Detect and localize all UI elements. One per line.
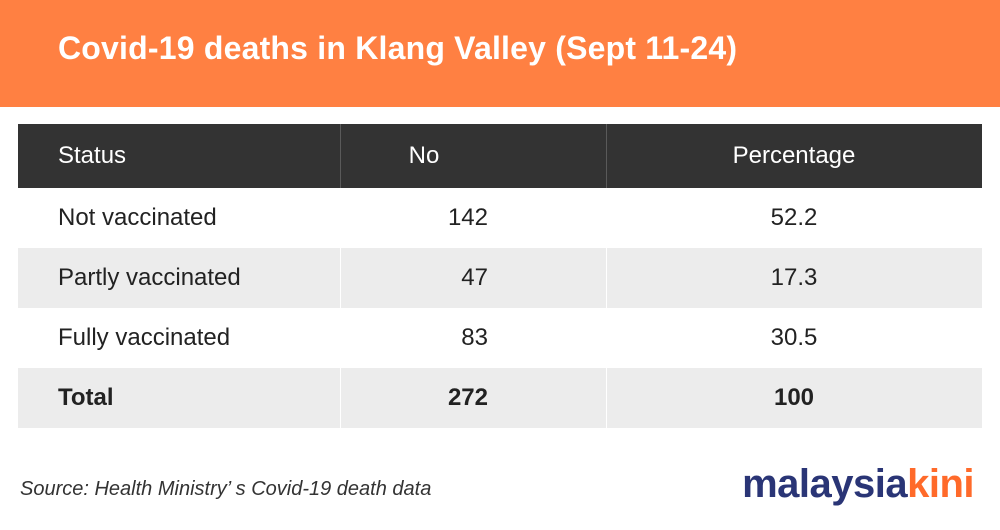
table-row: Not vaccinated 142 52.2 (18, 188, 982, 248)
status-cell: Not vaccinated (58, 204, 217, 231)
title-banner: Covid-19 deaths in Klang Valley (Sept 11… (0, 0, 1000, 107)
data-table: Status No Percentage Not vaccinated 142 … (18, 124, 982, 428)
column-divider (340, 368, 341, 428)
column-divider (606, 248, 607, 308)
header-status: Status (58, 142, 127, 169)
column-divider (606, 308, 607, 368)
percentage-cell: 17.3 (770, 264, 818, 291)
column-divider (340, 308, 341, 368)
column-divider (606, 124, 607, 188)
total-percentage: 100 (773, 384, 815, 411)
table-header-row: Status No Percentage (18, 124, 982, 188)
status-cell: Fully vaccinated (58, 324, 231, 351)
number-cell: 47 (461, 264, 488, 291)
table-row: Partly vaccinated 47 17.3 (18, 248, 982, 308)
column-divider (340, 188, 341, 248)
number-cell: 83 (461, 324, 488, 351)
source-note: Source: Health Ministry’ s Covid-19 deat… (20, 478, 432, 500)
logo-text-kini: kini (907, 462, 974, 506)
total-label: Total (58, 384, 114, 411)
header-no: No (408, 142, 440, 169)
column-divider (340, 248, 341, 308)
header-percentage: Percentage (732, 142, 856, 169)
status-cell: Partly vaccinated (58, 264, 241, 291)
total-number: 272 (447, 384, 488, 411)
table-row: Fully vaccinated 83 30.5 (18, 308, 982, 368)
malaysiakini-logo: malaysiakini (742, 462, 974, 507)
chart-title: Covid-19 deaths in Klang Valley (Sept 11… (58, 30, 738, 66)
percentage-cell: 52.2 (770, 204, 818, 231)
logo-text-malaysia: malaysia (742, 462, 908, 506)
table-total-row: Total 272 100 (18, 368, 982, 428)
number-cell: 142 (447, 204, 488, 231)
column-divider (606, 368, 607, 428)
percentage-cell: 30.5 (770, 324, 818, 351)
column-divider (606, 188, 607, 248)
column-divider (340, 124, 341, 188)
